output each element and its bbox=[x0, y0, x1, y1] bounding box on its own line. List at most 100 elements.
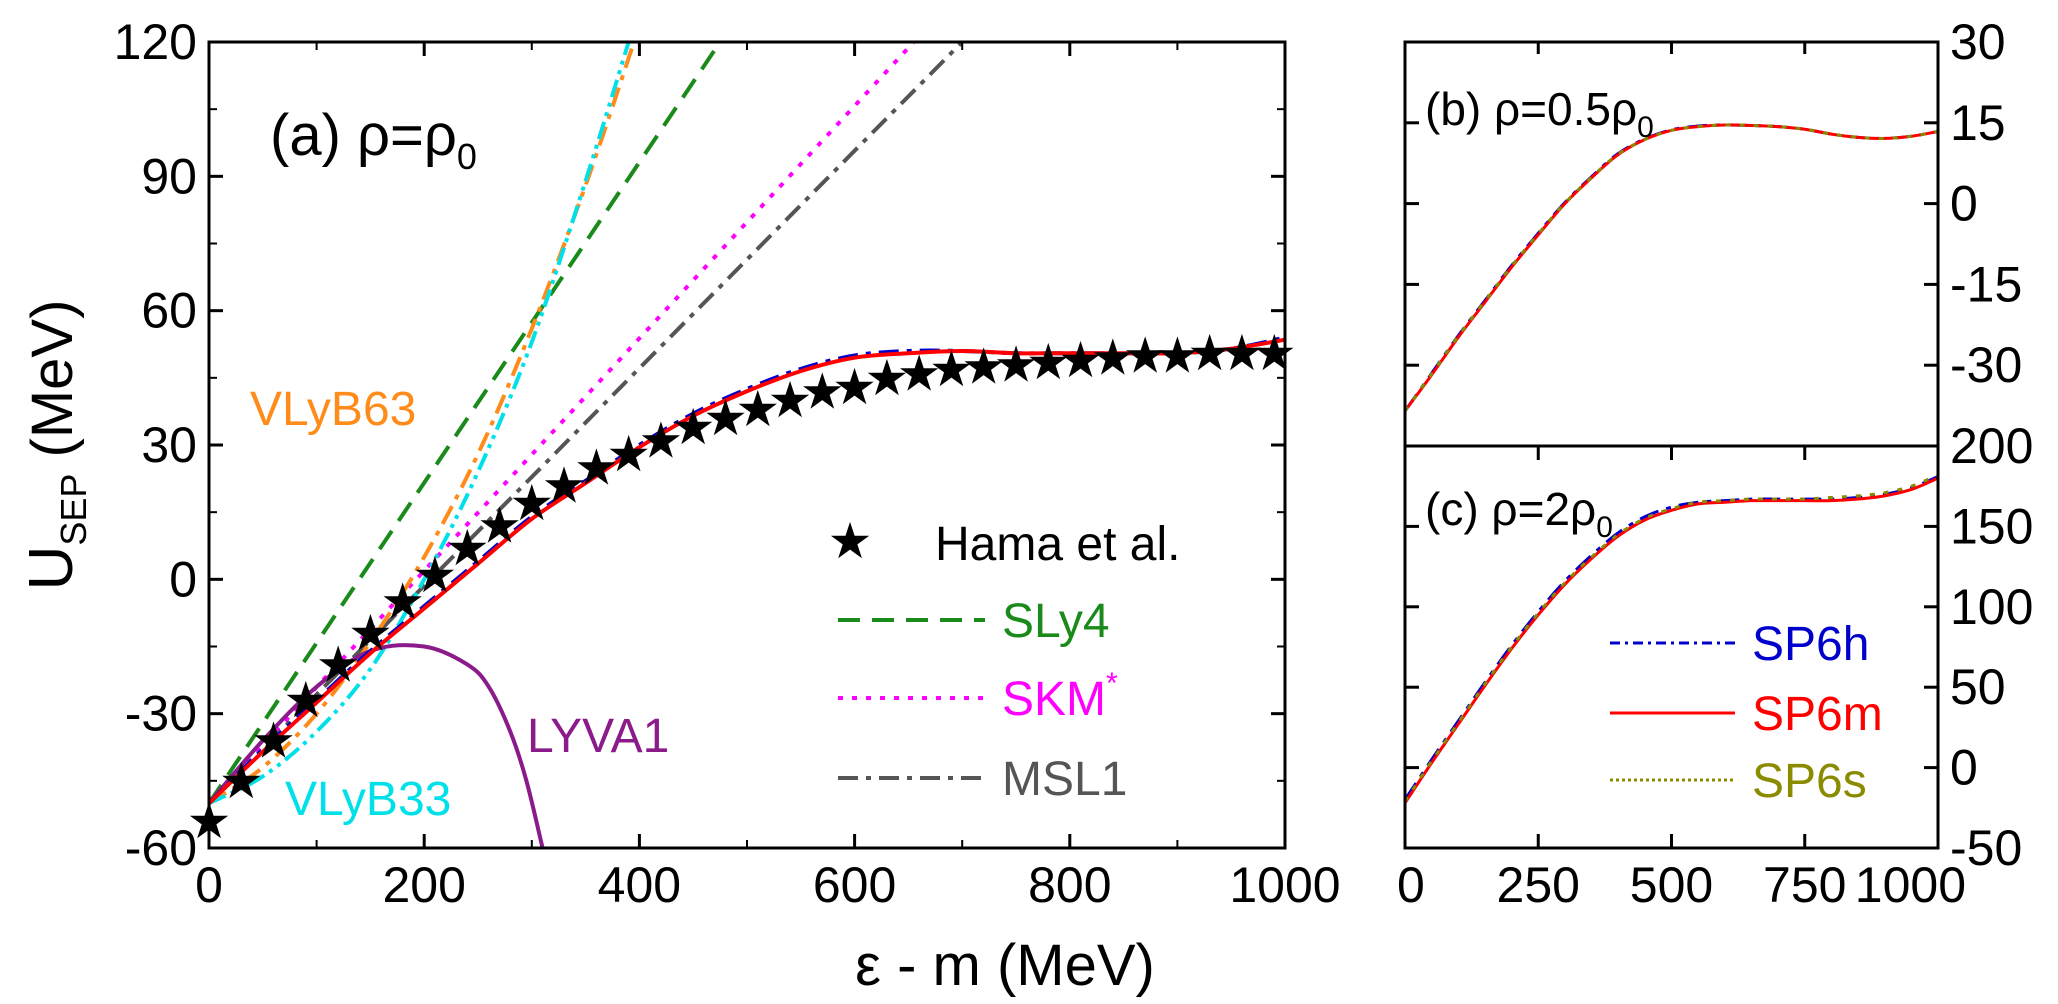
panel-c-title: (c) ρ=2ρ0 bbox=[1425, 483, 1613, 544]
series-line-vlyb63 bbox=[209, 42, 636, 805]
data-point-star: ★ bbox=[542, 456, 587, 514]
x-tick-label: 1000 bbox=[1855, 857, 1966, 913]
data-point-star: ★ bbox=[1220, 324, 1265, 382]
legend-sp6h-label: SP6h bbox=[1752, 618, 1869, 671]
y-tick-label: 200 bbox=[1950, 418, 2033, 474]
data-point-star: ★ bbox=[703, 389, 748, 447]
series-line-sp6m_b bbox=[1405, 123, 1938, 412]
data-point-star: ★ bbox=[832, 358, 877, 416]
y-tick-label: 0 bbox=[1950, 176, 1978, 232]
series-line-sp6s_b bbox=[1405, 123, 1938, 412]
data-point-star: ★ bbox=[961, 338, 1006, 396]
data-point-star: ★ bbox=[864, 349, 909, 407]
x-tick-label: 0 bbox=[1397, 857, 1425, 913]
y-tick-label: 30 bbox=[141, 417, 197, 473]
y-tick-label: 60 bbox=[141, 283, 197, 339]
data-point-star: ★ bbox=[316, 635, 361, 693]
y-tick-label: 100 bbox=[1950, 579, 2033, 635]
x-tick-label: 400 bbox=[598, 857, 681, 913]
data-point-star: ★ bbox=[929, 340, 974, 398]
panel-b: -30 -15 0 15 30 (b) ρ=0.5ρ0 bbox=[1403, 14, 2022, 448]
legend-sp6s-label: SP6s bbox=[1752, 755, 1867, 808]
legend-sp6m-label: SP6m bbox=[1752, 688, 1883, 741]
panel-c-frame bbox=[1403, 444, 1940, 850]
data-point-star: ★ bbox=[994, 335, 1039, 393]
y-axis-label: USEP (MeV) bbox=[17, 300, 94, 591]
x-tick-label: 1000 bbox=[1229, 857, 1340, 913]
data-point-star: ★ bbox=[606, 425, 651, 483]
data-point-star: ★ bbox=[477, 497, 522, 555]
panel-c-ticks: 0 250 500 750 1000-50 0 50 100 150 200 bbox=[1397, 418, 2033, 913]
data-point-star: ★ bbox=[1090, 329, 1135, 387]
y-tick-label: 15 bbox=[1950, 95, 2006, 151]
y-tick-label: -60 bbox=[125, 820, 197, 876]
y-tick-label: 30 bbox=[1950, 14, 2006, 70]
series-line-sp6h_b bbox=[1405, 123, 1938, 412]
data-point-star: ★ bbox=[1155, 326, 1200, 384]
data-point-star: ★ bbox=[1123, 326, 1168, 384]
y-tick-label: 0 bbox=[1950, 740, 1978, 796]
panel-a-frame bbox=[207, 40, 1287, 850]
y-tick-label: 90 bbox=[141, 148, 197, 204]
data-point-star: ★ bbox=[1187, 324, 1232, 382]
x-tick-label: 0 bbox=[195, 857, 223, 913]
data-point-star: ★ bbox=[735, 380, 780, 438]
legend-skm-label: SKM* bbox=[1002, 667, 1118, 726]
annotation-vlyb63: VLyB63 bbox=[250, 383, 416, 436]
y-tick-label: 150 bbox=[1950, 498, 2033, 554]
panel-a: ★★★★★★★★★★★★★★★★★★★★★★★★★★★★★★★★★★ 0 200 4… bbox=[17, 14, 1341, 998]
panel-b-curves bbox=[1405, 123, 1938, 412]
data-point-star: ★ bbox=[671, 398, 716, 456]
panel-c-curves bbox=[1405, 473, 1938, 804]
legend-hama-label: Hama et al. bbox=[935, 518, 1180, 571]
data-point-star: ★ bbox=[897, 344, 942, 402]
series-line-sly4 bbox=[209, 42, 722, 805]
y-tick-label: 120 bbox=[114, 14, 197, 70]
data-point-star: ★ bbox=[800, 362, 845, 420]
y-tick-label: 0 bbox=[169, 551, 197, 607]
legend-hama-marker: ★ bbox=[828, 513, 873, 569]
x-tick-label: 200 bbox=[382, 857, 465, 913]
legend-sly4-label: SLy4 bbox=[1002, 595, 1110, 648]
data-point-star: ★ bbox=[251, 712, 296, 770]
data-point-star: ★ bbox=[574, 438, 619, 496]
panel-a-title: (a) ρ=ρ0 bbox=[270, 103, 477, 177]
data-point-star: ★ bbox=[768, 371, 813, 429]
data-point-star: ★ bbox=[380, 573, 425, 631]
data-point-star: ★ bbox=[348, 604, 393, 662]
annotation-lyva1: LYVA1 bbox=[527, 710, 669, 763]
y-tick-label: -30 bbox=[125, 686, 197, 742]
series-line-msl1 bbox=[209, 42, 964, 805]
x-tick-label: 750 bbox=[1763, 857, 1846, 913]
data-point-star: ★ bbox=[639, 412, 684, 470]
x-tick-label: 500 bbox=[1630, 857, 1713, 913]
x-axis-label: ε - m (MeV) bbox=[855, 933, 1155, 998]
data-point-star: ★ bbox=[413, 546, 458, 604]
y-tick-label: -30 bbox=[1950, 337, 2022, 393]
data-point-star: ★ bbox=[445, 519, 490, 577]
data-point-star: ★ bbox=[219, 752, 264, 810]
panel-c-legend: SP6h SP6m SP6s bbox=[1610, 618, 1883, 808]
x-tick-label: 250 bbox=[1497, 857, 1580, 913]
data-point-star: ★ bbox=[1058, 331, 1103, 389]
y-tick-label: -15 bbox=[1950, 256, 2022, 312]
y-tick-label: -50 bbox=[1950, 820, 2022, 876]
annotation-vlyb33: VLyB33 bbox=[285, 773, 451, 826]
panel-b-title: (b) ρ=0.5ρ0 bbox=[1425, 83, 1654, 144]
data-point-star: ★ bbox=[1252, 324, 1297, 382]
legend-msl1-label: MSL1 bbox=[1002, 753, 1127, 806]
x-tick-label: 800 bbox=[1028, 857, 1111, 913]
series-line-sp6m_a bbox=[209, 337, 1285, 805]
series-line-sp6s bbox=[1405, 473, 1938, 803]
panel-a-stars: ★★★★★★★★★★★★★★★★★★★★★★★★★★★★★★★★★★ bbox=[187, 324, 1297, 850]
panel-b-ticks: -30 -15 0 15 30 bbox=[1403, 14, 2022, 393]
x-tick-label: 600 bbox=[813, 857, 896, 913]
y-tick-label: 50 bbox=[1950, 659, 2006, 715]
panel-a-legend: ★ Hama et al. SLy4 SKM* MSL1 bbox=[828, 513, 1181, 806]
series-line-lyva1 bbox=[209, 643, 545, 848]
data-point-star: ★ bbox=[283, 671, 328, 729]
panel-a-curves bbox=[209, 42, 1285, 848]
data-point-star: ★ bbox=[509, 474, 554, 532]
